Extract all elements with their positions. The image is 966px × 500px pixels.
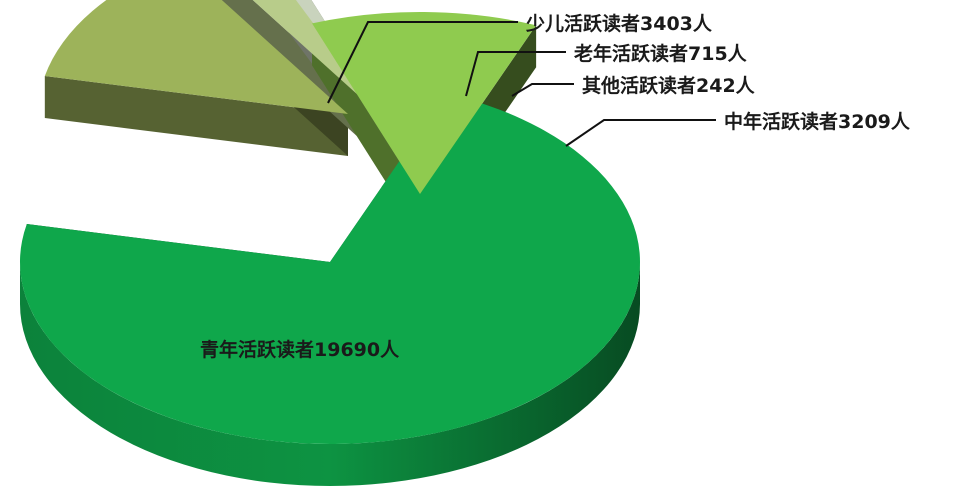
- leader-lines: [327, 21, 716, 147]
- slice-label: 少儿活跃读者3403人: [525, 12, 713, 35]
- slice-label: 其他活跃读者242人: [582, 74, 756, 97]
- pie-slice-1: [19, 93, 641, 444]
- slice-labels: 青年活跃读者19690人 少儿活跃读者3403人老年活跃读者715人其他活跃读者2…: [200, 12, 911, 361]
- slice-label: 老年活跃读者715人: [574, 42, 748, 65]
- pie-slice-2: [44, 0, 348, 114]
- leader-line: [511, 83, 574, 97]
- slice-cut-face: [44, 76, 349, 156]
- leader-line: [327, 21, 518, 104]
- slice-label: 中年活跃读者3209人: [724, 110, 911, 133]
- leader-line: [565, 119, 716, 147]
- slice-outer-wall: [20, 262, 640, 486]
- slice-label: 青年活跃读者19690人: [200, 338, 400, 361]
- pie-slice-5: [312, 11, 537, 194]
- leader-line: [465, 51, 566, 97]
- pie-tops: [19, 0, 641, 444]
